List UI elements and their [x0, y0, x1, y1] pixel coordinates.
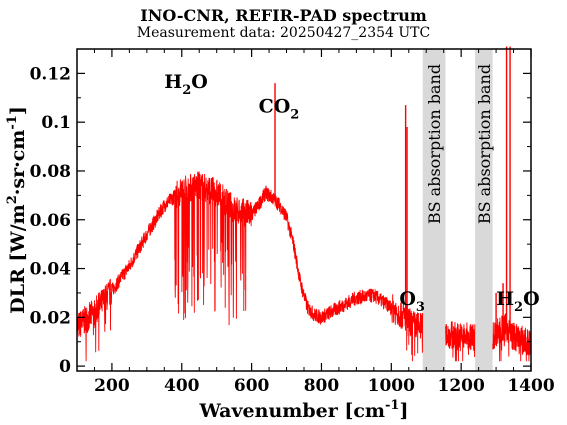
x-tick-label-200: 200 [94, 376, 130, 396]
y-tick-label-0.06: 0.06 [30, 211, 71, 231]
y-tick-label-0: 0 [59, 357, 71, 377]
y-tick-label-0.02: 0.02 [30, 308, 71, 328]
annotation-2: O3 [399, 288, 425, 315]
y-tick-label-0.04: 0.04 [30, 260, 72, 280]
absorption-bands: BS absorption band BS absorption band [422, 49, 494, 371]
y-tick-label-0.08: 0.08 [30, 162, 71, 182]
annotations: H2O CO2 O3 H2O [164, 71, 539, 315]
spectrum-line [76, 171, 532, 362]
x-tick-label-1200: 1200 [437, 376, 484, 396]
y-tick-label-0.1: 0.1 [41, 113, 71, 133]
plot-frame [76, 48, 532, 372]
chart-title: INO-CNR, REFIR-PAD spectrum [140, 6, 427, 25]
x-axis-label: Wavenumber [cm-1] [199, 398, 409, 422]
x-tick-label-600: 600 [234, 376, 270, 396]
band-label-0: BS absorption band [425, 64, 444, 224]
annotation-1: CO2 [259, 95, 300, 122]
annotation-3: H2O [496, 288, 540, 315]
absorption-band-1 [475, 49, 493, 371]
x-tick-label-800: 800 [304, 376, 340, 396]
x-tick-label-1400: 1400 [507, 376, 554, 396]
spectrum-line-layer [76, 46, 532, 362]
band-label-1: BS absorption band [475, 64, 494, 224]
x-tick-label-1000: 1000 [368, 376, 415, 396]
absorption-band-0 [422, 49, 446, 371]
axis-ticks: 200 400 600 800 1000 1200 1400 0 0.02 0.04 0.06 0.0… [30, 49, 555, 396]
annotation-0: H2O [164, 71, 208, 98]
y-tick-label-0.12: 0.12 [30, 64, 71, 84]
x-tick-label-400: 400 [164, 376, 200, 396]
y-axis-label: DLR [W/m2·sr·cm-1] [5, 106, 29, 314]
chart-subtitle: Measurement data: 20250427_2354 UTC [136, 25, 431, 41]
